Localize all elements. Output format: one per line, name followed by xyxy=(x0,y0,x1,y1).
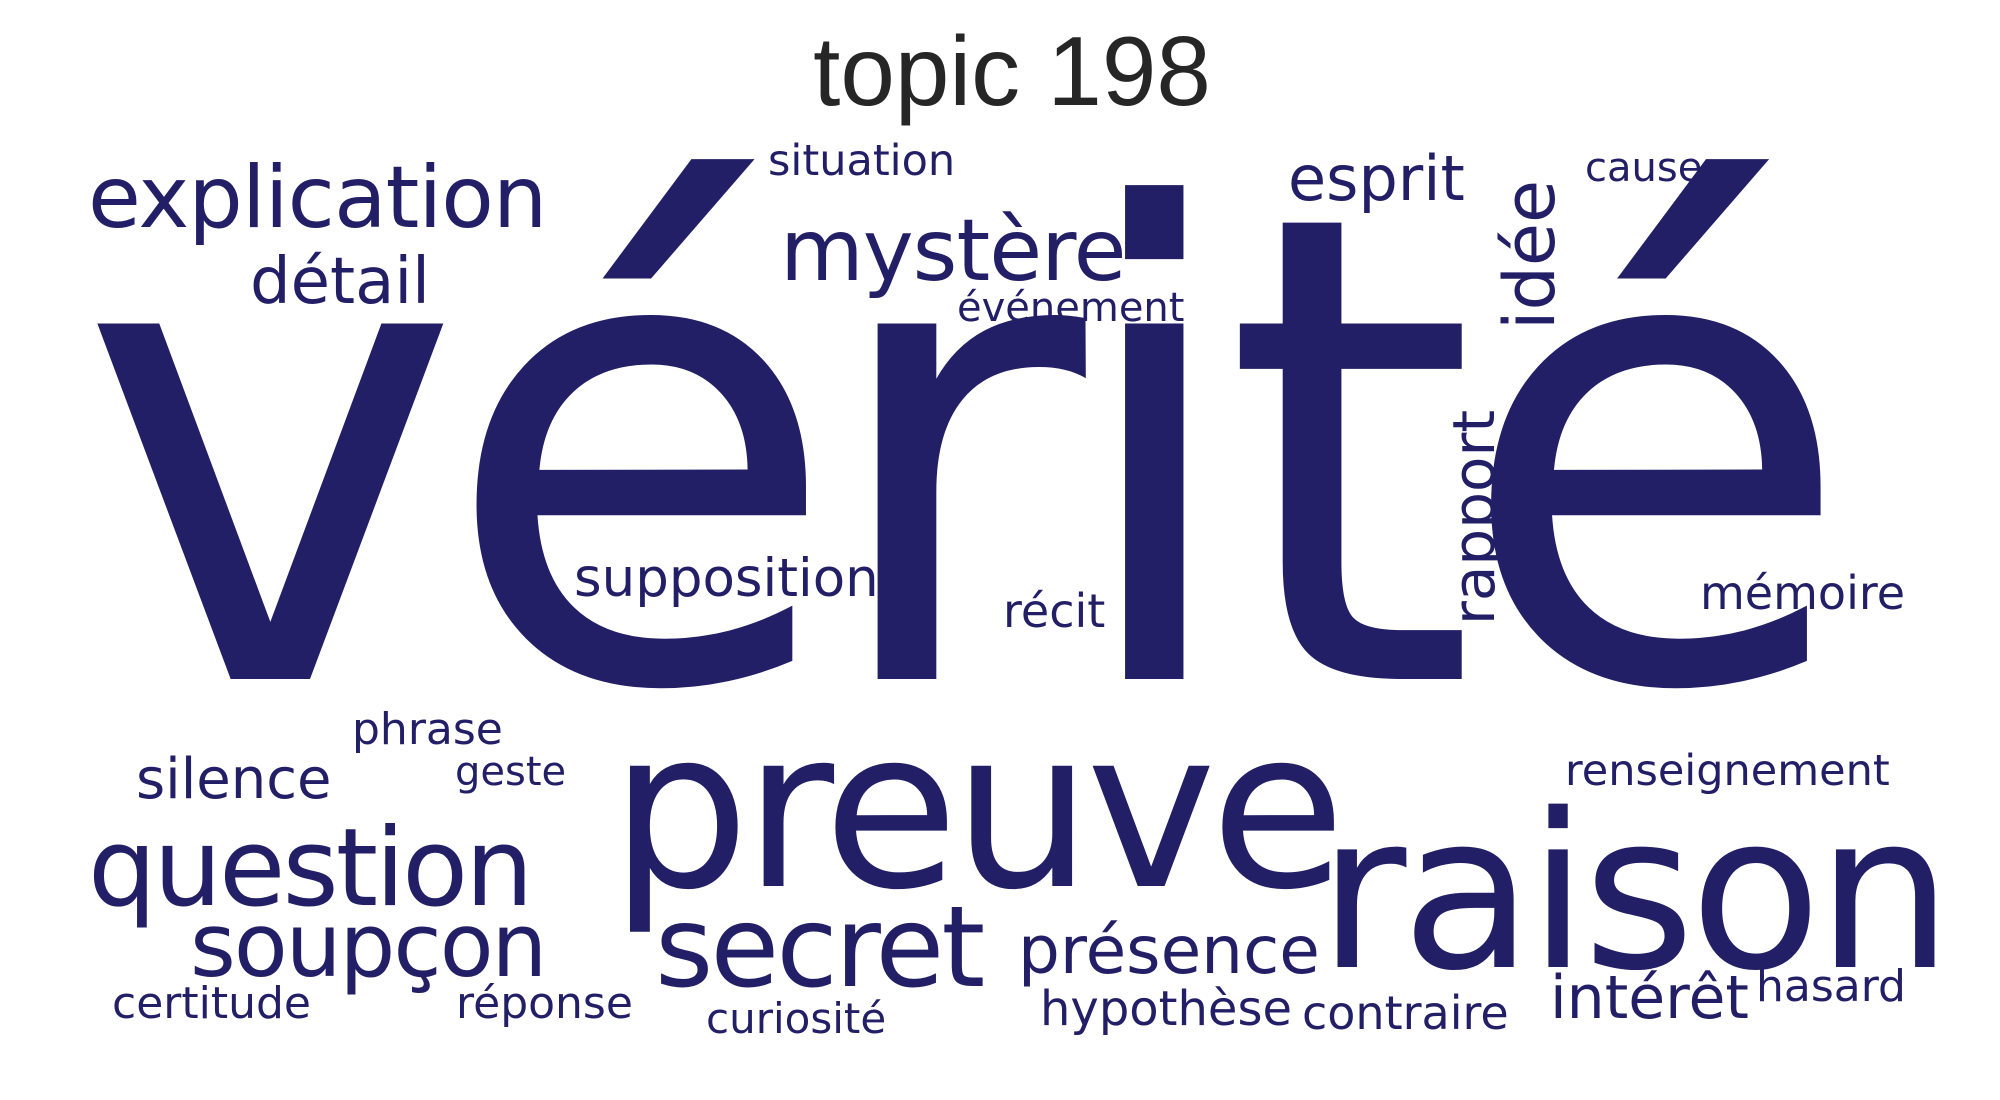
word-certitude: certitude xyxy=(112,978,311,1029)
word-situation: situation xyxy=(768,136,956,186)
word-recit: récit xyxy=(1003,584,1106,638)
word-detail: détail xyxy=(250,245,430,319)
chart-title: topic 198 xyxy=(813,16,1211,126)
word-verite: vérité xyxy=(78,77,1855,833)
word-phrase: phrase xyxy=(352,704,503,755)
word-silence: silence xyxy=(136,747,332,812)
word-geste: geste xyxy=(455,749,567,795)
word-reponse: réponse xyxy=(456,978,633,1029)
word-contraire: contraire xyxy=(1302,986,1509,1040)
word-question: question xyxy=(88,806,534,931)
word-supposition: supposition xyxy=(574,548,879,609)
word-preuve: preuve xyxy=(610,682,1346,938)
word-mystere: mystère xyxy=(780,201,1126,301)
word-evenement: événement xyxy=(957,285,1185,331)
word-esprit: esprit xyxy=(1288,142,1465,215)
word-cause: cause xyxy=(1585,145,1703,191)
word-idee: idée xyxy=(1489,179,1571,330)
word-renseignement: renseignement xyxy=(1565,746,1890,796)
word-soupcon: soupçon xyxy=(190,894,547,997)
word-explication: explication xyxy=(88,148,547,248)
word-rapport: rapport xyxy=(1440,409,1508,625)
word-interet: intérêt xyxy=(1550,963,1749,1033)
word-secret: secret xyxy=(655,883,985,1013)
word-curiosite: curiosité xyxy=(706,994,887,1043)
word-hypothese: hypothèse xyxy=(1040,981,1292,1037)
word-memoire: mémoire xyxy=(1700,566,1906,620)
word-raison: raison xyxy=(1318,767,1953,1018)
word-hasard: hasard xyxy=(1756,961,1906,1012)
word-presence: présence xyxy=(1018,912,1320,989)
